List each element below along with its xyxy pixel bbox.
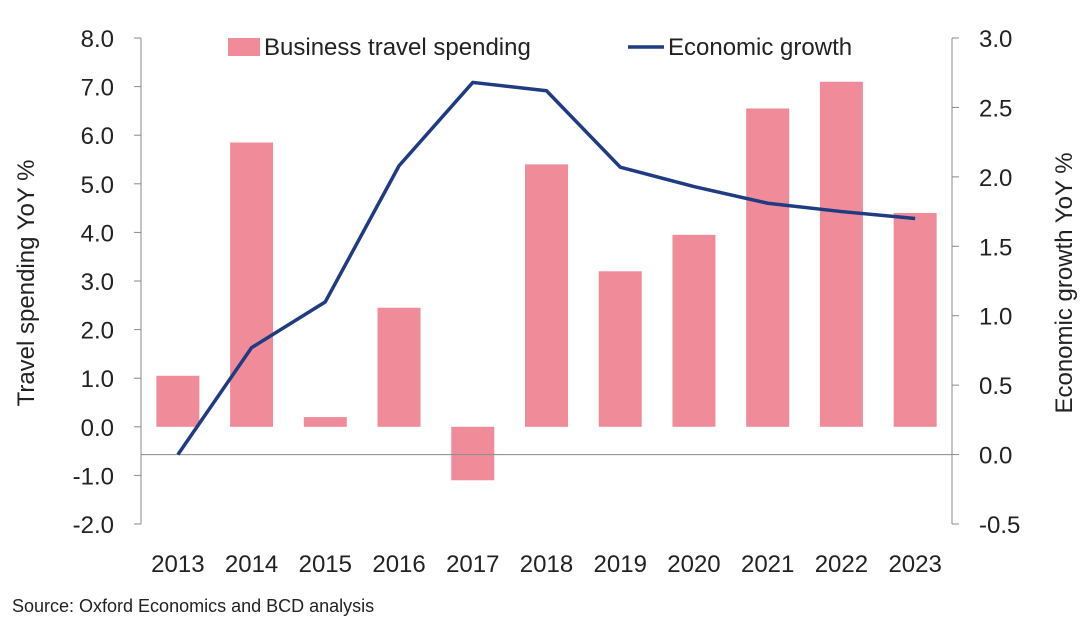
y-tick-label: 0.0 xyxy=(81,415,114,442)
y2-axis-title: Economic growth YoY % xyxy=(1051,152,1078,413)
bar-2015 xyxy=(303,417,347,427)
legend: Business travel spending Economic growth xyxy=(228,34,852,61)
legend-label-line: Economic growth xyxy=(668,34,852,61)
bar-2021 xyxy=(746,108,790,427)
y-tick-label: -2.0 xyxy=(73,512,114,539)
bar-series xyxy=(156,81,937,481)
bar-2016 xyxy=(377,307,421,427)
source-note: Source: Oxford Economics and BCD analysi… xyxy=(12,596,375,616)
y2-tick-label: 2.5 xyxy=(979,95,1012,122)
x-tick-label: 2016 xyxy=(372,551,425,578)
x-tick-label: 2013 xyxy=(151,551,204,578)
bar-2023 xyxy=(893,212,937,427)
x-tick-label: 2014 xyxy=(225,551,278,578)
bar-2022 xyxy=(819,81,863,427)
y-tick-label: 5.0 xyxy=(81,172,114,199)
y-tick-label: -1.0 xyxy=(73,463,114,490)
combo-chart: 8.0 7.0 6.0 5.0 4.0 3.0 2.0 1.0 0.0 -1.0 -2.0 3.0 2… xyxy=(13,26,1078,578)
y2-tick-label: -0.5 xyxy=(979,512,1020,539)
left-axis: 8.0 7.0 6.0 5.0 4.0 3.0 2.0 1.0 0.0 -1.0 -2.0 xyxy=(73,26,142,539)
x-tick-label: 2021 xyxy=(741,551,794,578)
bar-2017 xyxy=(451,426,495,481)
y-tick-label: 6.0 xyxy=(81,123,114,150)
legend-label-bar: Business travel spending xyxy=(264,34,531,61)
y2-tick-label: 0.0 xyxy=(979,443,1012,470)
x-tick-label: 2017 xyxy=(446,551,499,578)
y-tick-label: 2.0 xyxy=(81,318,114,345)
y2-tick-label: 2.0 xyxy=(979,165,1012,192)
y-tick-label: 8.0 xyxy=(81,26,114,53)
y-tick-label: 7.0 xyxy=(81,75,114,102)
x-tick-label: 2018 xyxy=(520,551,573,578)
bar-2020 xyxy=(672,234,716,427)
y-tick-label: 4.0 xyxy=(81,220,114,247)
x-tick-label: 2015 xyxy=(299,551,352,578)
y-tick-label: 3.0 xyxy=(81,269,114,296)
bar-2013 xyxy=(156,375,200,427)
y-axis-title: Travel spending YoY % xyxy=(13,160,40,407)
bar-2014 xyxy=(230,142,274,427)
x-tick-label: 2020 xyxy=(667,551,720,578)
bar-2019 xyxy=(598,271,642,427)
y2-tick-label: 1.5 xyxy=(979,234,1012,261)
legend-bar-swatch xyxy=(228,38,260,56)
bar-2018 xyxy=(525,164,568,427)
x-tick-label: 2022 xyxy=(815,551,868,578)
line-series xyxy=(176,80,916,456)
y2-tick-label: 3.0 xyxy=(979,26,1012,53)
x-tick-label: 2023 xyxy=(888,551,941,578)
x-axis-ticks: 2013 2014 2015 2016 2017 2018 2019 2020 2021 2022… xyxy=(151,551,942,578)
right-axis: 3.0 2.5 2.0 1.5 1.0 0.5 0.0 -0.5 xyxy=(951,26,1020,539)
y-tick-label: 1.0 xyxy=(81,366,114,393)
y2-tick-label: 1.0 xyxy=(979,304,1012,331)
y2-tick-label: 0.5 xyxy=(979,373,1012,400)
x-tick-label: 2019 xyxy=(594,551,647,578)
